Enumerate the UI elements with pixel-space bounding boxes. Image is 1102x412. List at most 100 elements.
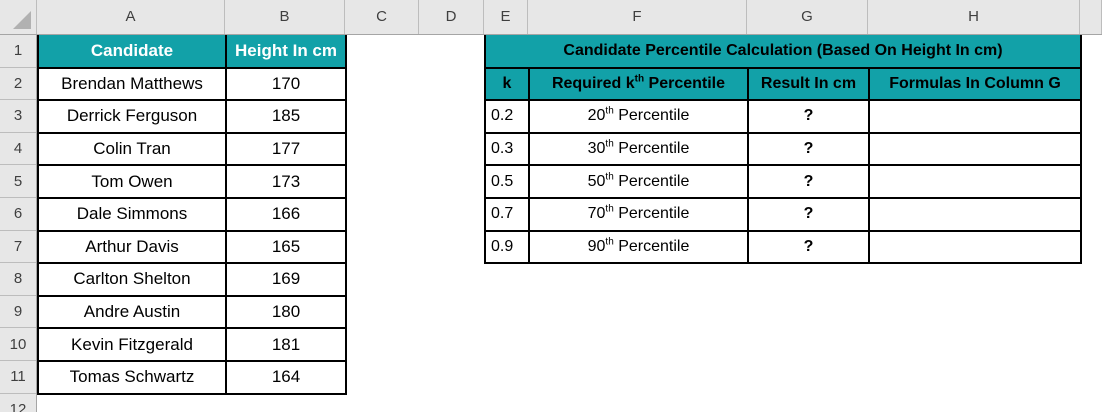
column-header-h[interactable]: H bbox=[868, 0, 1080, 34]
percentile-number: 30 bbox=[587, 140, 606, 158]
table-row: Tom Owen 173 bbox=[37, 164, 347, 199]
height-cell[interactable]: 173 bbox=[225, 164, 347, 199]
candidate-cell[interactable]: Dale Simmons bbox=[37, 196, 227, 232]
result-cell[interactable]: ? bbox=[747, 164, 870, 199]
result-header-cell[interactable]: Result In cm bbox=[747, 66, 870, 102]
percentile-superscript: th bbox=[605, 138, 614, 150]
k-value-cell[interactable]: 0.7 bbox=[484, 196, 530, 232]
height-cell[interactable]: 181 bbox=[225, 327, 347, 362]
candidate-cell[interactable]: Colin Tran bbox=[37, 131, 227, 167]
row-header-12[interactable]: 12 bbox=[0, 394, 36, 412]
candidate-cell[interactable]: Tomas Schwartz bbox=[37, 359, 227, 395]
result-cell[interactable]: ? bbox=[747, 131, 870, 167]
height-cell[interactable]: 169 bbox=[225, 262, 347, 297]
height-cell[interactable]: 180 bbox=[225, 294, 347, 330]
row-header-9[interactable]: 9 bbox=[0, 296, 36, 329]
required-header-text-tail: Percentile bbox=[644, 74, 726, 92]
percentile-number: 50 bbox=[587, 172, 606, 190]
table-row: 0.7 70th Percentile ? bbox=[484, 196, 1083, 232]
percentile-table: Candidate Percentile Calculation (Based … bbox=[483, 35, 1083, 265]
table-row: 0.5 50th Percentile ? bbox=[484, 164, 1083, 199]
required-header-superscript: th bbox=[634, 73, 645, 85]
k-value-cell[interactable]: 0.3 bbox=[484, 131, 530, 167]
required-header-text: Required k bbox=[551, 74, 635, 92]
formula-cell[interactable] bbox=[867, 131, 1083, 167]
row-header-6[interactable]: 6 bbox=[0, 198, 36, 231]
candidate-table-header-row: Candidate Height In cm bbox=[37, 35, 347, 69]
percentile-label-cell[interactable]: 50th Percentile bbox=[528, 164, 749, 199]
column-header-e[interactable]: E bbox=[484, 0, 528, 34]
column-header-f[interactable]: F bbox=[528, 0, 747, 34]
table-row: Carlton Shelton 169 bbox=[37, 262, 347, 297]
column-header-c[interactable]: C bbox=[345, 0, 419, 34]
table-row: Arthur Davis 165 bbox=[37, 229, 347, 265]
percentile-word: Percentile bbox=[613, 140, 690, 158]
row-header-8[interactable]: 8 bbox=[0, 263, 36, 296]
percentile-table-title[interactable]: Candidate Percentile Calculation (Based … bbox=[483, 35, 1083, 69]
table-row: Tomas Schwartz 164 bbox=[37, 359, 347, 395]
row-header-5[interactable]: 5 bbox=[0, 165, 36, 198]
height-cell[interactable]: 166 bbox=[225, 196, 347, 232]
candidate-cell[interactable]: Arthur Davis bbox=[37, 229, 227, 265]
height-cell[interactable]: 185 bbox=[225, 99, 347, 134]
required-percentile-header-cell[interactable]: Required kth Percentile bbox=[528, 66, 749, 102]
table-row: Derrick Ferguson 185 bbox=[37, 99, 347, 134]
select-all-corner[interactable] bbox=[0, 0, 37, 34]
candidate-cell[interactable]: Brendan Matthews bbox=[37, 66, 227, 102]
formula-cell[interactable] bbox=[867, 99, 1083, 134]
percentile-label-cell[interactable]: 30th Percentile bbox=[528, 131, 749, 167]
percentile-superscript: th bbox=[605, 236, 614, 248]
select-all-triangle-icon bbox=[13, 11, 31, 29]
table-row: 0.9 90th Percentile ? bbox=[484, 229, 1083, 265]
column-header-a[interactable]: A bbox=[37, 0, 225, 34]
k-value-cell[interactable]: 0.5 bbox=[484, 164, 530, 199]
column-header-strip: A B C D E F G H bbox=[0, 0, 1102, 35]
height-cell[interactable]: 170 bbox=[225, 66, 347, 102]
row-header-3[interactable]: 3 bbox=[0, 100, 36, 133]
height-header-cell[interactable]: Height In cm bbox=[225, 35, 347, 69]
candidate-cell[interactable]: Carlton Shelton bbox=[37, 262, 227, 297]
percentile-table-title-row: Candidate Percentile Calculation (Based … bbox=[483, 35, 1083, 69]
row-header-7[interactable]: 7 bbox=[0, 231, 36, 264]
percentile-label-cell[interactable]: 20th Percentile bbox=[528, 99, 749, 134]
row-header-strip: 1 2 3 4 5 6 7 8 9 10 11 12 bbox=[0, 35, 37, 412]
candidate-cell[interactable]: Derrick Ferguson bbox=[37, 99, 227, 134]
table-row: 0.3 30th Percentile ? bbox=[484, 131, 1083, 167]
percentile-label-cell[interactable]: 70th Percentile bbox=[528, 196, 749, 232]
percentile-word: Percentile bbox=[613, 172, 690, 190]
height-cell[interactable]: 177 bbox=[225, 131, 347, 167]
formula-cell[interactable] bbox=[867, 229, 1083, 265]
row-header-11[interactable]: 11 bbox=[0, 361, 36, 394]
column-header-g[interactable]: G bbox=[747, 0, 868, 34]
formula-cell[interactable] bbox=[867, 196, 1083, 232]
column-header-partial[interactable] bbox=[1080, 0, 1102, 34]
percentile-number: 90 bbox=[587, 237, 606, 255]
k-header-cell[interactable]: k bbox=[484, 66, 530, 102]
row-header-4[interactable]: 4 bbox=[0, 133, 36, 166]
candidate-cell[interactable]: Kevin Fitzgerald bbox=[37, 327, 227, 362]
table-row: Dale Simmons 166 bbox=[37, 196, 347, 232]
candidate-header-cell[interactable]: Candidate bbox=[37, 35, 227, 69]
column-header-b[interactable]: B bbox=[225, 0, 345, 34]
percentile-superscript: th bbox=[605, 171, 614, 183]
column-header-d[interactable]: D bbox=[419, 0, 484, 34]
height-cell[interactable]: 164 bbox=[225, 359, 347, 395]
row-header-2[interactable]: 2 bbox=[0, 68, 36, 101]
k-value-cell[interactable]: 0.2 bbox=[484, 99, 530, 134]
result-cell[interactable]: ? bbox=[747, 196, 870, 232]
result-cell[interactable]: ? bbox=[747, 229, 870, 265]
formula-cell[interactable] bbox=[867, 164, 1083, 199]
candidate-cell[interactable]: Andre Austin bbox=[37, 294, 227, 330]
row-header-1[interactable]: 1 bbox=[0, 35, 36, 68]
height-cell[interactable]: 165 bbox=[225, 229, 347, 265]
result-cell[interactable]: ? bbox=[747, 99, 870, 134]
row-header-10[interactable]: 10 bbox=[0, 328, 36, 361]
candidate-cell[interactable]: Tom Owen bbox=[37, 164, 227, 199]
table-row: 0.2 20th Percentile ? bbox=[484, 99, 1083, 134]
table-row: Andre Austin 180 bbox=[37, 294, 347, 330]
formulas-header-cell[interactable]: Formulas In Column G bbox=[867, 66, 1083, 102]
percentile-word: Percentile bbox=[613, 237, 690, 255]
k-value-cell[interactable]: 0.9 bbox=[484, 229, 530, 265]
percentile-label-cell[interactable]: 90th Percentile bbox=[528, 229, 749, 265]
percentile-superscript: th bbox=[605, 203, 614, 215]
